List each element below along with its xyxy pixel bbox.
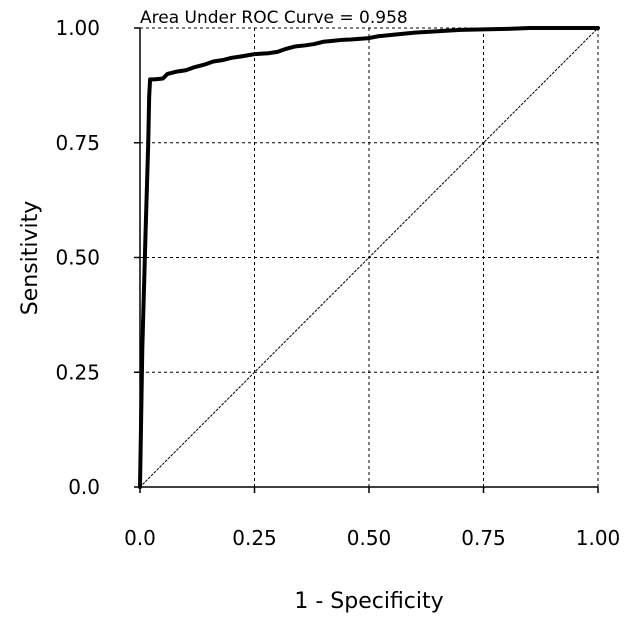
y-tick-label-1: 0.25 bbox=[55, 360, 100, 384]
reference-diagonal-line bbox=[139, 27, 599, 488]
auc-annotation: Area Under ROC Curve = 0.958 bbox=[140, 8, 408, 28]
y-axis-title: Sensitivity bbox=[18, 201, 43, 316]
x-tick-label-1: 0.25 bbox=[232, 526, 277, 550]
x-tick-label-2: 0.50 bbox=[347, 526, 392, 550]
x-tick-label-4: 1.00 bbox=[576, 526, 621, 550]
label-layer: Area Under ROC Curve = 0.958 1 - Specifi… bbox=[18, 8, 620, 614]
x-tick-label-0: 0.0 bbox=[124, 526, 156, 550]
y-tick-label-2: 0.50 bbox=[55, 246, 100, 270]
series-layer bbox=[138, 26, 600, 489]
y-tick-label-3: 0.75 bbox=[55, 131, 100, 155]
y-tick-label-4: 1.00 bbox=[55, 16, 100, 40]
x-tick-label-3: 0.75 bbox=[461, 526, 506, 550]
x-axis-title: 1 - Specificity bbox=[294, 589, 443, 614]
y-tick-label-0: 0.0 bbox=[68, 475, 100, 499]
roc-curve-line bbox=[138, 26, 600, 489]
